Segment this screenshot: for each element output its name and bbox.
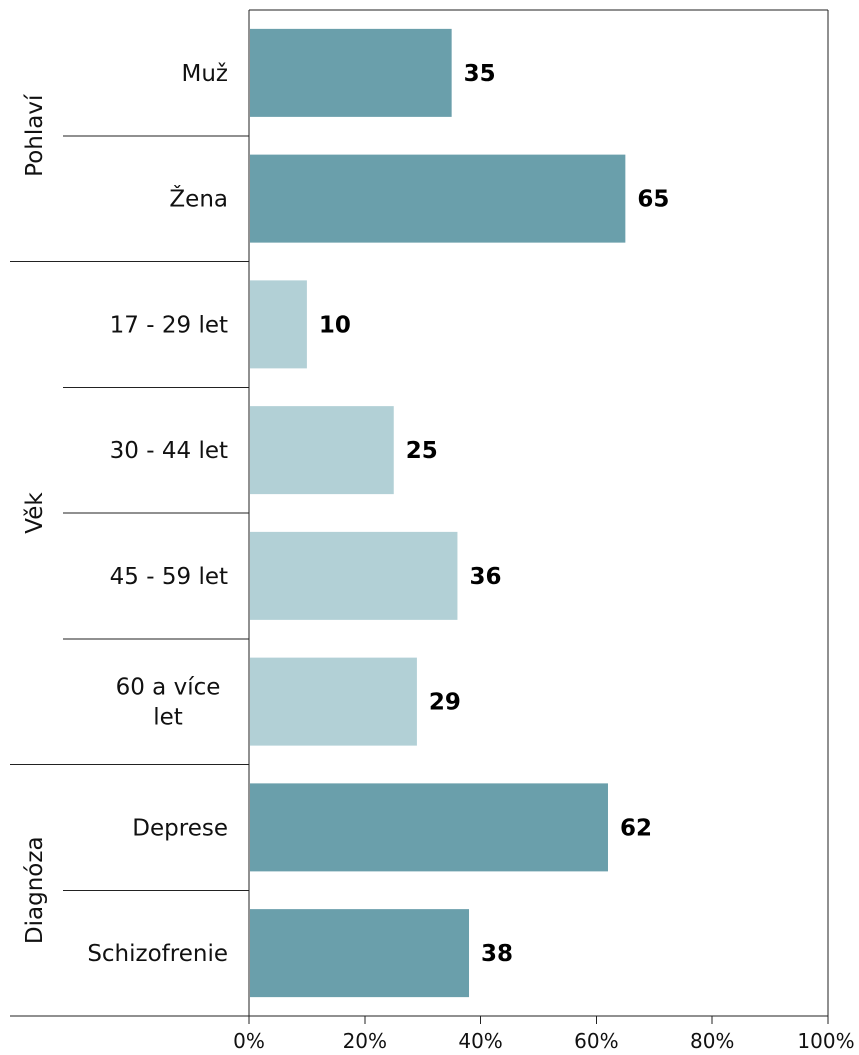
category-label: 17 - 29 let <box>110 312 228 338</box>
category-label: Žena <box>169 185 228 213</box>
value-label: 38 <box>481 941 513 967</box>
x-tick-label: 40% <box>458 1029 502 1053</box>
bar <box>250 657 417 746</box>
labels-layer: 35 Muž 65 Žena Pohlaví 10 17 - 29 let 25 30 - 44… <box>22 61 669 967</box>
bar <box>250 909 470 998</box>
category-label: Schizofrenie <box>87 941 228 967</box>
category-label: 60 a více let <box>116 675 221 731</box>
bar <box>250 783 608 872</box>
category-label: 30 - 44 let <box>110 438 228 464</box>
value-label: 35 <box>464 61 496 87</box>
category-label-line: Schizofrenie <box>87 941 228 967</box>
x-axis: 0% 20% 40% 60% 80% 100% <box>233 1016 855 1053</box>
chart-frame <box>10 9 829 1017</box>
category-label-line: 60 a více <box>116 675 221 701</box>
value-label: 25 <box>406 438 438 464</box>
x-tick-label: 80% <box>690 1029 734 1053</box>
value-label: 62 <box>620 815 652 841</box>
value-label: 65 <box>637 187 669 213</box>
value-label: 36 <box>469 564 501 590</box>
category-label: Muž <box>182 61 229 87</box>
bar <box>250 406 394 495</box>
bars-layer <box>250 28 626 998</box>
category-label: Deprese <box>132 815 228 841</box>
x-tick-label: 60% <box>574 1029 618 1053</box>
x-tick-label: 0% <box>233 1029 265 1053</box>
group-label: Pohlaví <box>22 94 48 177</box>
category-label: 45 - 59 let <box>110 564 228 590</box>
category-label-line: 45 - 59 let <box>110 564 228 590</box>
x-tick-label: 20% <box>343 1029 387 1053</box>
value-label: 29 <box>429 690 461 716</box>
x-tick-label: 100% <box>797 1029 854 1053</box>
bar <box>250 154 626 243</box>
category-label-line: Žena <box>169 185 228 213</box>
category-label-line: let <box>153 705 183 731</box>
category-label-line: 17 - 29 let <box>110 312 228 338</box>
bar <box>250 28 452 117</box>
group-label: Věk <box>22 492 48 534</box>
category-label-line: Deprese <box>132 815 228 841</box>
bar <box>250 531 458 620</box>
value-label: 10 <box>319 312 351 338</box>
category-label-line: 30 - 44 let <box>110 438 228 464</box>
category-label-line: Muž <box>182 61 229 87</box>
bar <box>250 280 307 369</box>
group-label: Diagnóza <box>22 836 48 944</box>
